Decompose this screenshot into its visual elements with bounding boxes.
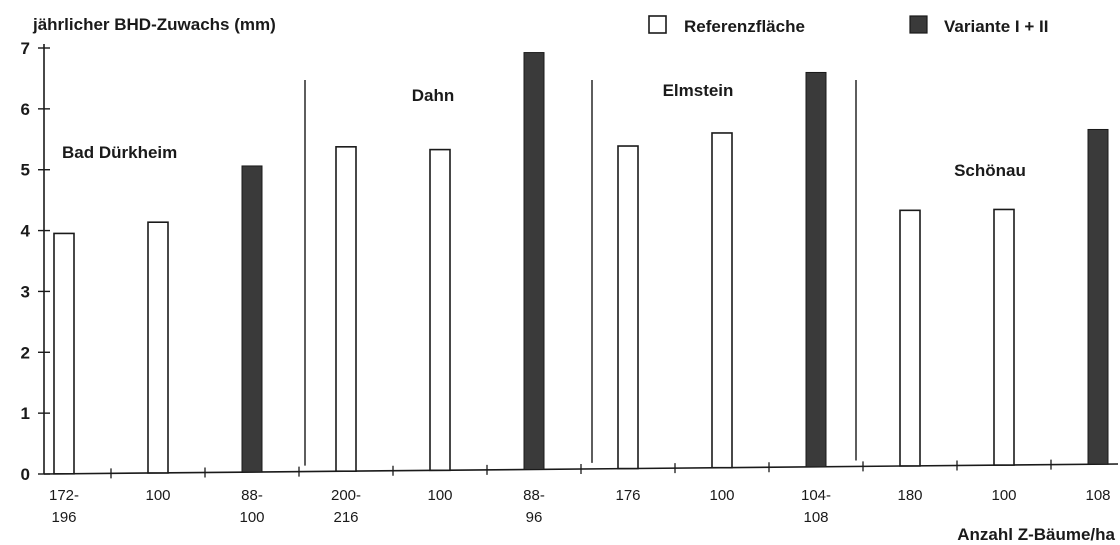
bar-variante [1087, 128, 1109, 465]
x-tick-label: 196 [51, 509, 76, 526]
x-tick-label: 100 [709, 487, 734, 504]
y-axis-label: jährlicher BHD-Zuwachs (mm) [32, 15, 276, 34]
bar-referenzflaeche [147, 221, 169, 474]
legend-swatch-referenzflaeche [648, 15, 667, 34]
x-tick-label: 100 [427, 487, 452, 504]
bar-referenzflaeche [711, 132, 733, 469]
x-tick-label: 100 [239, 509, 264, 526]
y-tick-label: 2 [21, 343, 30, 362]
bar-referenzflaeche [429, 148, 451, 472]
site-label: Elmstein [663, 81, 734, 100]
y-tick-label: 7 [21, 39, 30, 58]
x-tick-label: 100 [991, 487, 1016, 504]
bars-layer [53, 52, 1109, 475]
x-tick-label: 96 [526, 509, 543, 526]
legend-label-referenzflaeche: Referenzfläche [684, 17, 805, 36]
y-tick-label: 3 [21, 282, 30, 301]
x-tick-label: 88- [241, 487, 263, 504]
site-label: Schönau [954, 161, 1026, 180]
bar-variante [805, 71, 827, 468]
y-tick-label: 1 [21, 404, 30, 423]
bar-referenzflaeche [53, 232, 75, 475]
x-tick-label: 180 [897, 487, 922, 504]
bar-referenzflaeche [617, 145, 639, 470]
labels-layer: 0 1 2 3 4 5 6 7 172- 196 100 88- 100 200- 216 100 88- 96 1… [21, 39, 1111, 526]
bar-variante [523, 52, 545, 470]
bar-referenzflaeche [335, 146, 357, 472]
x-tick-label: 104- [801, 487, 831, 504]
site-label: Dahn [412, 86, 455, 105]
legend-label-variante: Variante I + II [944, 17, 1048, 36]
x-tick-label: 108 [803, 509, 828, 526]
x-tick-label: 108 [1085, 487, 1110, 504]
x-tick-label: 216 [333, 509, 358, 526]
y-tick-label: 0 [21, 465, 30, 484]
x-tick-label: 88- [523, 487, 545, 504]
x-tick-label: 176 [615, 487, 640, 504]
x-tick-label: 172- [49, 487, 79, 504]
legend-swatch-variante [909, 15, 928, 34]
bar-referenzflaeche [993, 208, 1015, 466]
bar-referenzflaeche [899, 209, 921, 467]
x-tick-label: 100 [145, 487, 170, 504]
y-tick-label: 5 [21, 161, 30, 180]
x-axis-label: Anzahl Z-Bäume/ha [957, 525, 1115, 544]
site-dividers [304, 80, 857, 466]
bar-variante [241, 165, 263, 473]
legend: Referenzfläche Variante I + II [648, 15, 1048, 36]
axes [38, 44, 1119, 479]
y-tick-label: 4 [21, 222, 31, 241]
x-tick-label: 200- [331, 487, 361, 504]
y-tick-label: 6 [21, 100, 30, 119]
site-label: Bad Dürkheim [62, 143, 177, 162]
